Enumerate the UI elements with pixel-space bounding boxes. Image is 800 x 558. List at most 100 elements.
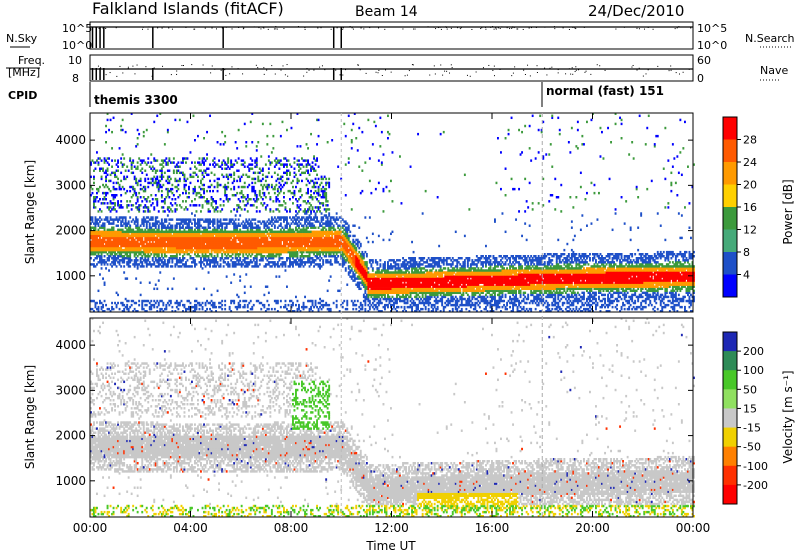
power-cell	[343, 263, 345, 265]
nsearch-dot	[485, 27, 486, 28]
nave-dot	[494, 66, 495, 67]
nsearch-dot	[460, 28, 461, 29]
nave-dot	[569, 68, 570, 69]
power-cell	[324, 176, 326, 178]
power-cell	[307, 170, 309, 172]
power-cell	[217, 141, 219, 143]
power-cell	[303, 225, 305, 227]
nsearch-dot	[495, 27, 496, 28]
power-cell	[214, 218, 216, 220]
power-cell	[143, 216, 145, 218]
nsearch-dot	[143, 27, 144, 28]
nsearch-dot	[648, 27, 649, 28]
power-cell	[289, 198, 291, 200]
power-cell	[117, 225, 119, 227]
power-cell	[303, 166, 305, 168]
nsearch-dot	[531, 27, 532, 28]
power-cell	[150, 194, 152, 196]
power-cell	[238, 222, 240, 224]
nave-dot	[306, 72, 307, 73]
power-cell	[295, 296, 297, 298]
power-cell	[128, 220, 130, 222]
power-cell	[301, 157, 303, 159]
power-cell	[143, 265, 145, 267]
power-cell	[309, 174, 311, 176]
power-cell	[167, 131, 169, 133]
power-cell	[120, 265, 122, 267]
nsearch-dot	[352, 27, 353, 28]
power-cell	[223, 204, 225, 206]
power-cell	[202, 204, 204, 206]
power-cell	[251, 222, 253, 224]
power-cell	[315, 186, 317, 188]
power-cell	[319, 210, 321, 212]
power-cell	[208, 271, 210, 273]
nave-dot	[238, 68, 239, 69]
nave-dot	[342, 75, 343, 76]
nave-dot	[100, 67, 101, 68]
power-cell	[265, 180, 267, 182]
power-cell	[209, 263, 211, 265]
power-cell	[346, 284, 348, 286]
power-cell	[184, 253, 186, 255]
nave-dot	[264, 74, 265, 75]
power-cell	[226, 194, 228, 196]
nsearch-dot	[544, 27, 545, 28]
power-cell	[161, 308, 163, 310]
power-cell	[191, 212, 193, 214]
power-cell	[330, 259, 332, 261]
nsearch-dot	[690, 27, 691, 28]
power-cell	[224, 141, 226, 143]
power-cell	[321, 212, 323, 214]
power-cell	[300, 222, 302, 224]
power-cell	[107, 186, 109, 188]
power-cell	[132, 194, 134, 196]
power-cell	[161, 190, 163, 192]
power-cell	[140, 225, 142, 227]
power-cell	[268, 292, 270, 294]
power-cell	[328, 184, 330, 186]
nave-dot	[319, 67, 320, 68]
power-cell	[108, 259, 110, 261]
power-cell	[230, 282, 232, 284]
power-cell	[348, 115, 350, 117]
power-cell	[266, 176, 268, 178]
power-cell	[184, 174, 186, 176]
power-cell	[301, 163, 303, 165]
power-cell	[286, 216, 288, 218]
power-cell	[325, 253, 327, 255]
power-cell	[162, 304, 164, 306]
power-cell	[286, 286, 288, 288]
power-cell	[306, 143, 308, 145]
power-cell	[209, 308, 211, 310]
power-cell	[105, 198, 107, 200]
power-cell	[107, 216, 109, 218]
power-cell	[125, 218, 127, 220]
nave-dot	[476, 71, 477, 72]
power-cell	[185, 200, 187, 202]
nave-dot	[434, 65, 435, 66]
power-cell	[272, 200, 274, 202]
nave-dot	[576, 70, 577, 71]
power-cell	[122, 206, 124, 208]
nsearch-dot	[321, 27, 322, 28]
power-cell	[187, 259, 189, 261]
power-cell	[307, 147, 309, 149]
power-cell	[282, 180, 284, 182]
nave-dot	[546, 74, 547, 75]
nsearch-dot	[148, 26, 149, 27]
power-cell	[295, 174, 297, 176]
power-cell	[138, 300, 140, 302]
power-cell	[138, 192, 140, 194]
nsearch-dot	[639, 28, 640, 29]
nsearch-dot	[624, 27, 625, 28]
power-cell	[215, 200, 217, 202]
nave-dot	[679, 74, 680, 75]
power-cell	[200, 170, 202, 172]
nave-dot	[162, 66, 163, 67]
power-cell	[283, 184, 285, 186]
power-cell	[295, 186, 297, 188]
power-cell	[197, 176, 199, 178]
power-cell	[274, 188, 276, 190]
power-cell	[220, 198, 222, 200]
